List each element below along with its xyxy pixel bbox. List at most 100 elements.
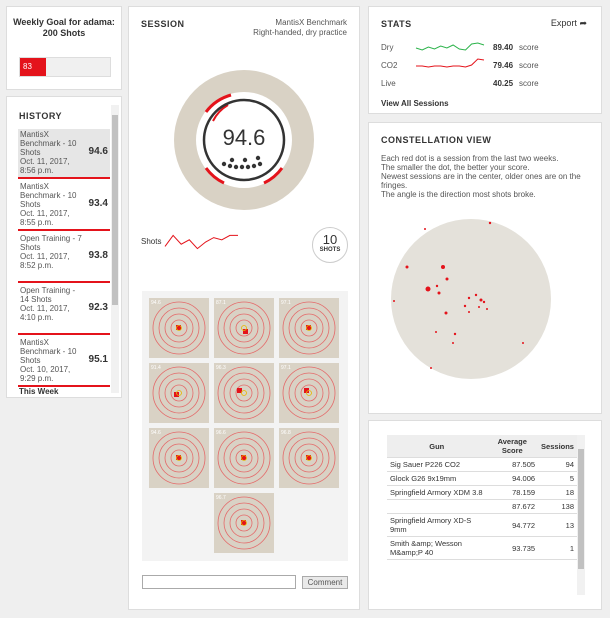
gun-name-cell: Glock G26 9x19mm [387,471,487,486]
shot-marker [306,325,311,330]
gun-table-row[interactable]: 87.672 138 [387,499,577,514]
comment-input[interactable] [142,575,296,589]
view-all-sessions-link[interactable]: View All Sessions [381,99,449,108]
target-rings [152,366,206,420]
session-title: SESSION [141,19,185,29]
history-item-score: 93.4 [88,198,108,209]
gun-table-row[interactable]: Springfield Armory XDM 3.8 78.159 18 [387,485,577,500]
average-score-cell: 93.735 [486,536,539,560]
stats-row-suffix: score [519,43,539,52]
shot-marker [241,455,246,460]
shot-marker [306,455,311,460]
shot-target[interactable]: 96.7 [214,493,274,553]
shots-label: Shots [141,237,162,246]
shot-target-label: 94.6 [151,300,161,306]
stats-row-suffix: score [519,61,539,70]
shot-marker [237,388,242,393]
history-item[interactable]: Open Training - 14 Shots Oct. 11, 2017, 4… [18,285,110,335]
stats-row-value: 79.46 [493,61,514,70]
shot-target-label: 87.1 [216,300,226,306]
gun-table-row[interactable]: Glock G26 9x19mm 94.006 5 [387,471,577,486]
stats-row-suffix: score [519,79,539,88]
stats-row[interactable]: Dry 89.40 score [381,41,591,55]
history-item-name: Open Training - 14 Shots [20,286,76,304]
gun-table-row[interactable]: Sig Sauer P226 CO2 87.505 94 [387,457,577,472]
goal-progress-fill: 83 shots [20,58,47,89]
history-item-name: MantisX Benchmark - 10 Shots [20,338,77,365]
shot-target[interactable]: 96.6 [214,428,274,488]
target-rings [282,431,336,485]
gun-table-header: Gun Average Score Sessions [387,435,577,458]
weekly-goal-title: Weekly Goal for adama: 200 Shots [13,17,115,38]
shot-target[interactable]: 91.4 [149,363,209,423]
gun-name-cell: Springfield Armory XD-S 9mm [387,513,487,537]
session-score: 94.6 [222,125,266,150]
stats-row-label: Dry [381,43,394,52]
stats-row-value: 89.40 [493,43,514,52]
shot-marker [243,329,248,334]
shot-target[interactable]: 94.6 [149,428,209,488]
target-rings [217,496,271,550]
shot-target-label: 96.6 [216,430,226,436]
target-rings [217,431,271,485]
sessions-cell: 138 [538,499,577,514]
history-item-name: Open Training - 7 Shots [20,234,82,252]
shot-target[interactable]: 94.6 [149,298,209,358]
export-label: Export [550,18,577,28]
gun-table-scrollbar[interactable] [577,435,585,595]
shot-marker [304,388,309,393]
gun-column-header[interactable]: Gun [387,435,487,458]
shot-marker [174,392,179,397]
sessions-cell: 1 [538,536,577,560]
constellation-title: CONSTELLATION VIEW [381,135,492,145]
stats-row[interactable]: Live 40.25 score [381,77,591,91]
history-item-name: MantisX Benchmark - 10 Shots [20,130,77,157]
target-rings [217,366,271,420]
history-item-date: Oct. 11, 2017, 8:56 p.m. [20,157,70,175]
session-drill-mode: Right-handed, dry practice [253,28,347,37]
gun-table-row[interactable]: Springfield Armory XD-S 9mm 94.772 13 [387,513,577,537]
history-item-date: Oct. 11, 2017, 8:52 p.m. [20,252,70,270]
gun-table-row[interactable]: Smith &amp; Wesson M&amp;P 40 93.735 1 [387,536,577,560]
history-item[interactable]: Open Training - 7 Shots Oct. 11, 2017, 8:… [18,233,110,283]
stats-trend-line [416,58,485,68]
shot-target[interactable]: 87.1 [214,298,274,358]
gun-table: Gun Average Score Sessions Sig Sauer P22… [387,435,577,560]
gun-table-panel: Gun Average Score Sessions Sig Sauer P22… [368,420,602,610]
history-title: HISTORY [19,111,63,121]
shot-target[interactable]: 97.1 [279,363,339,423]
history-scroll-thumb[interactable] [112,115,118,305]
stats-row[interactable]: CO2 79.46 score [381,58,591,73]
sessions-column-header[interactable]: Sessions [538,435,577,458]
stats-row-value: 40.25 [493,79,514,88]
constellation-desc-line: Each red dot is a session from the last … [381,154,559,163]
average-score-cell: 94.006 [486,471,539,486]
shot-target[interactable]: 96.8 [279,428,339,488]
history-item[interactable]: MantisX Benchmark - 10 Shots Oct. 10, 201… [18,337,110,387]
stats-trend-line [415,42,485,51]
history-item[interactable]: MantisX Benchmark - 10 Shots Oct. 11, 201… [18,181,110,231]
gun-table-scroll-thumb[interactable] [578,449,584,569]
gun-name-cell: Sig Sauer P226 CO2 [387,457,487,472]
average-score-column-header[interactable]: Average Score [486,435,539,458]
export-button[interactable]: Export ➦ [551,18,587,29]
shot-target-label: 96.8 [281,430,291,436]
history-item-date: Oct. 11, 2017, 8:55 p.m. [20,209,70,227]
history-item[interactable]: MantisX Benchmark - 10 Shots Oct. 11, 201… [18,129,110,179]
target-rings [217,301,271,355]
session-subtitle: MantisX Benchmark Right-handed, dry prac… [253,18,347,38]
shot-target[interactable]: 96.3 [214,363,274,423]
gun-name-cell: Smith &amp; Wesson M&amp;P 40 [387,536,487,560]
goal-progress-bar: 83 shots [19,57,111,89]
history-item-date: Oct. 10, 2017, 9:29 p.m. [20,365,71,383]
target-rings [152,301,206,355]
shot-target[interactable]: 97.1 [279,298,339,358]
constellation-plot [391,219,551,379]
constellation-desc-line: The smaller the dot, the better your sco… [381,163,530,172]
history-item-date: Oct. 11, 2017, 4:10 p.m. [20,304,70,322]
history-scrollbar[interactable] [111,105,119,393]
history-item-name: MantisX Benchmark - 10 Shots [20,182,77,209]
comment-button[interactable]: Comment [302,576,348,589]
history-week-label: This Week [19,387,59,396]
constellation-panel: CONSTELLATION VIEW Each red dot is a ses… [368,122,602,414]
